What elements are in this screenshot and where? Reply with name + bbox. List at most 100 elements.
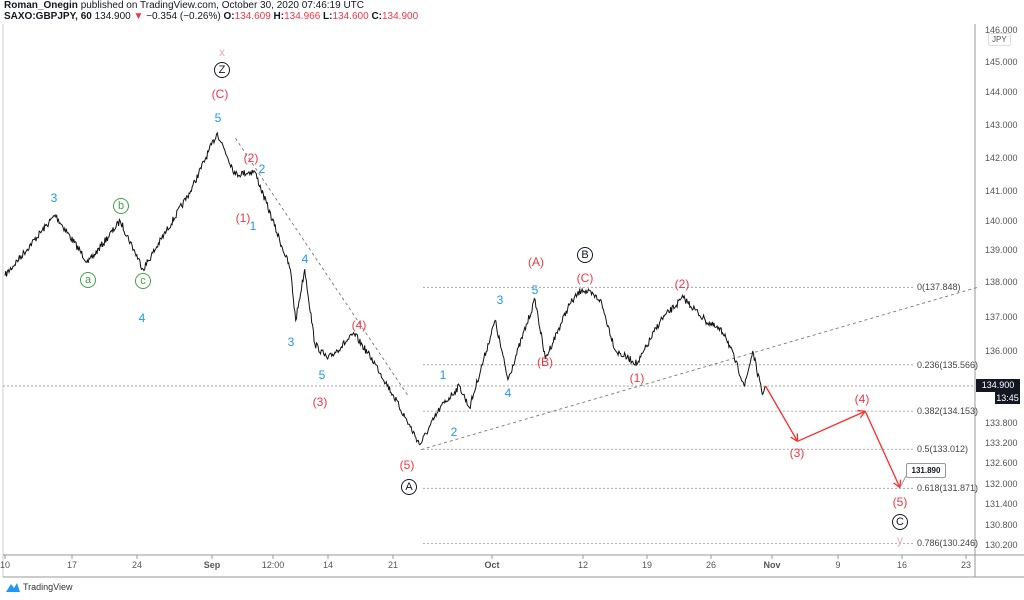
date-tick-label: 16	[896, 560, 908, 570]
arrowhead	[899, 479, 902, 488]
price-tick-label: 138.000	[985, 277, 1018, 287]
fib-level-label: 0.786(130.246)	[917, 538, 979, 549]
publish-info: Roman_Onegin published on TradingView.co…	[4, 0, 364, 11]
wave-label: 3	[287, 335, 295, 349]
symbol[interactable]: SAXO:GBPJPY, 60	[4, 11, 92, 22]
close-value: 134.900	[382, 11, 419, 22]
price-tick-label: 139.000	[985, 245, 1018, 255]
date-tick-label: 17	[66, 560, 78, 570]
price-tick-label: 146.000	[985, 25, 1018, 35]
projection-arrow[interactable]	[764, 385, 799, 442]
price-tick-label: 142.000	[985, 153, 1018, 163]
wave-label-circled: a	[80, 272, 96, 288]
open-label: O:	[223, 11, 235, 22]
price-series-line	[4, 131, 766, 446]
wave-label: 5	[318, 368, 326, 382]
target-price-callout: 131.890	[906, 463, 946, 478]
currency-badge[interactable]: JPY	[988, 33, 1011, 46]
wave-label: (A)	[528, 255, 544, 269]
date-tick-label: 9	[835, 560, 841, 570]
wave-label: (4)	[854, 392, 870, 406]
price-tick-label: 140.000	[985, 216, 1018, 226]
price-tick-label: 144.000	[985, 87, 1018, 97]
fib-level-label: 0.236(135.566)	[917, 359, 979, 370]
projection-arrow[interactable]	[797, 410, 866, 442]
date-tick-label: 24	[131, 560, 143, 570]
wave-label: y	[897, 533, 903, 547]
wave-label: (2)	[243, 151, 259, 165]
date-tick-label: 12:00	[261, 560, 285, 570]
arrowhead	[893, 482, 901, 489]
wave-label: 1	[439, 368, 447, 382]
price-tick-label: 136.000	[985, 346, 1018, 356]
price-tick-label: 130.200	[985, 540, 1018, 550]
date-tick-label: Sep	[203, 560, 221, 570]
wave-label: 3	[496, 293, 504, 307]
date-tick-label: 12	[577, 560, 589, 570]
close-label: C:	[371, 11, 382, 22]
wave-label: (C)	[211, 87, 229, 101]
wave-label: 2	[450, 425, 458, 439]
date-tick-label: 21	[387, 560, 399, 570]
arrowhead	[857, 409, 866, 412]
price-tick-label: 131.400	[985, 499, 1018, 509]
wave-label-circled: B	[577, 247, 593, 263]
fib-level-label: 0.618(131.871)	[917, 483, 979, 494]
open-value: 134.609	[234, 11, 271, 22]
last-price-tag: 134.900	[976, 379, 1020, 392]
tradingview-icon	[6, 583, 20, 592]
wave-label-circled: c	[135, 273, 151, 289]
wave-label: 3	[50, 191, 58, 205]
date-tick-label: 14	[322, 560, 334, 570]
arrowhead	[790, 436, 798, 442]
arrowhead	[859, 410, 866, 418]
price-tick-label: 143.000	[985, 120, 1018, 130]
wave-label: 4	[138, 311, 146, 325]
wave-label-circled: Z	[214, 62, 230, 78]
down-triangle-icon: ▼	[133, 11, 144, 22]
tradingview-logo[interactable]: TradingView	[6, 582, 73, 592]
wave-label-circled: C	[892, 514, 908, 530]
date-tick-label: Oct	[484, 560, 500, 570]
fib-level-label: 0.382(134.153)	[917, 406, 979, 417]
wave-label: (3)	[789, 446, 805, 460]
price-tick-label: 132.000	[985, 479, 1018, 489]
wave-label: (4)	[351, 318, 367, 332]
date-tick-label: 23	[960, 560, 972, 570]
low-value: 134.600	[332, 11, 369, 22]
wave-label: (B)	[537, 355, 553, 369]
wave-label: (1)	[629, 371, 645, 385]
price-tick-label: 132.600	[985, 458, 1018, 468]
projection-arrow[interactable]	[864, 410, 901, 488]
date-tick-label: 10	[0, 560, 11, 570]
price-tick-label: 133.200	[985, 438, 1018, 448]
publish-text: published on TradingView.com, October 30…	[80, 0, 365, 11]
date-tick-label: 19	[641, 560, 653, 570]
high-label: H:	[273, 11, 285, 22]
wave-label: 5	[531, 283, 539, 297]
price-tick-label: 137.000	[985, 312, 1018, 322]
wave-label: 1	[249, 219, 257, 233]
date-tick-label: 26	[705, 560, 717, 570]
trendline[interactable]	[235, 137, 409, 397]
wave-label-circled: b	[113, 198, 129, 214]
author-name[interactable]: Roman_Onegin	[4, 0, 78, 11]
trendline[interactable]	[420, 286, 978, 451]
wave-label: (5)	[892, 495, 908, 509]
wave-label: (1)	[235, 211, 251, 225]
price-tick-label: 145.000	[985, 57, 1018, 67]
wave-label: 4	[504, 386, 512, 400]
wave-label: 5	[214, 111, 222, 125]
bar-countdown: 13:45	[995, 392, 1020, 404]
price-tick-label: 133.800	[985, 418, 1018, 428]
price-tick-label: 141.000	[985, 186, 1018, 196]
high-value: 134.966	[284, 11, 321, 22]
symbol-legend: SAXO:GBPJPY, 60 134.900 ▼ −0.354 (−0.26%…	[4, 11, 418, 22]
fib-level-label: 0(137.848)	[917, 282, 961, 293]
wave-label: x	[219, 45, 225, 59]
wave-label-circled: A	[401, 479, 417, 495]
brand-name: TradingView	[23, 582, 73, 592]
wave-label: (3)	[312, 395, 328, 409]
wave-label: (5)	[399, 458, 415, 472]
